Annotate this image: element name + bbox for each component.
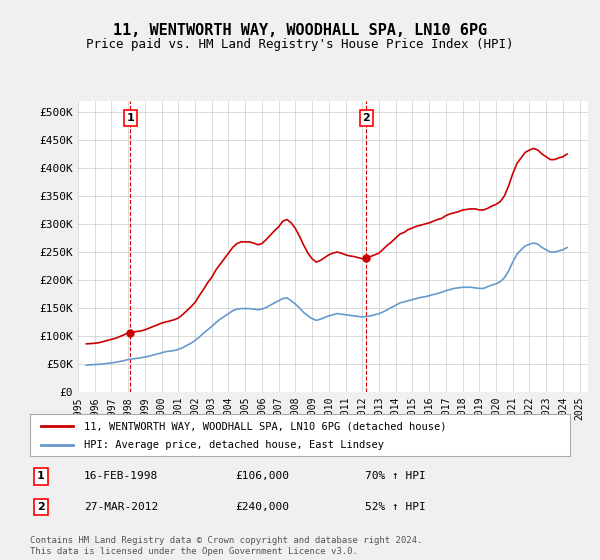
Text: 2: 2 [362, 113, 370, 123]
Text: £106,000: £106,000 [235, 471, 289, 481]
Text: Price paid vs. HM Land Registry's House Price Index (HPI): Price paid vs. HM Land Registry's House … [86, 38, 514, 52]
Text: 11, WENTWORTH WAY, WOODHALL SPA, LN10 6PG (detached house): 11, WENTWORTH WAY, WOODHALL SPA, LN10 6P… [84, 421, 446, 431]
Text: 1: 1 [126, 113, 134, 123]
Text: Contains HM Land Registry data © Crown copyright and database right 2024.
This d: Contains HM Land Registry data © Crown c… [30, 536, 422, 556]
Text: 2: 2 [37, 502, 44, 512]
Text: 27-MAR-2012: 27-MAR-2012 [84, 502, 158, 512]
Text: HPI: Average price, detached house, East Lindsey: HPI: Average price, detached house, East… [84, 440, 384, 450]
Text: 1: 1 [37, 471, 44, 481]
Text: 70% ↑ HPI: 70% ↑ HPI [365, 471, 425, 481]
Text: £240,000: £240,000 [235, 502, 289, 512]
Text: 52% ↑ HPI: 52% ↑ HPI [365, 502, 425, 512]
Text: 11, WENTWORTH WAY, WOODHALL SPA, LN10 6PG: 11, WENTWORTH WAY, WOODHALL SPA, LN10 6P… [113, 24, 487, 38]
Text: 16-FEB-1998: 16-FEB-1998 [84, 471, 158, 481]
